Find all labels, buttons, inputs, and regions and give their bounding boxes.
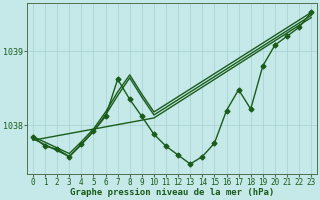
X-axis label: Graphe pression niveau de la mer (hPa): Graphe pression niveau de la mer (hPa) — [70, 188, 274, 197]
